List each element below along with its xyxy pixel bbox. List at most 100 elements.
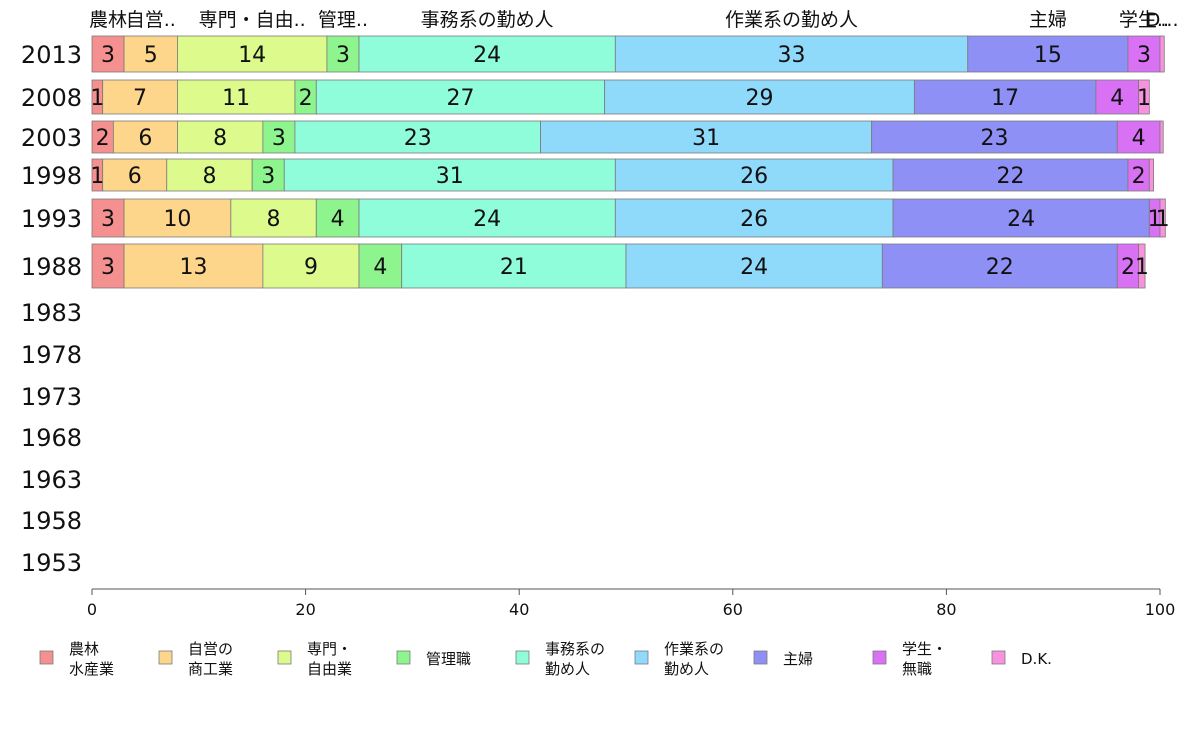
top-category-label: 事務系の勤め人 [421, 9, 554, 31]
data-label: 22 [996, 164, 1024, 189]
data-label: 11 [222, 86, 250, 111]
bar-segment [625, 243, 883, 289]
bar-segment [262, 120, 296, 154]
data-label: 22 [986, 255, 1014, 280]
data-label: 15 [1034, 43, 1062, 68]
bar-segment [294, 120, 541, 154]
data-label: 2 [1121, 255, 1135, 280]
data-label: 3 [336, 43, 350, 68]
data-label: 24 [473, 43, 501, 68]
bar-segment [177, 120, 264, 154]
top-category-label: 主婦 [1029, 9, 1067, 31]
data-label: 27 [446, 86, 474, 111]
legend-swatch [634, 650, 649, 665]
data-label: 26 [740, 207, 768, 232]
data-label: 14 [238, 43, 266, 68]
y-tick-label: 1983 [21, 299, 82, 327]
data-label: 33 [778, 43, 806, 68]
data-label: 17 [991, 86, 1019, 111]
top-category-label: 農林 [89, 9, 127, 31]
bar-segment [315, 198, 360, 238]
data-label: 7 [133, 86, 147, 111]
legend-label: 作業系の勤め人 [664, 640, 724, 678]
bar-segment [614, 158, 894, 192]
bar-segment [614, 35, 969, 73]
y-tick-label: 1998 [21, 162, 82, 190]
data-label: 21 [500, 255, 528, 280]
y-tick-label: 1953 [21, 549, 82, 577]
bar-segment [91, 35, 125, 73]
bar-segment [166, 158, 253, 192]
bar-segment [102, 79, 178, 115]
bar-segment [315, 79, 606, 115]
bar-segment [1127, 35, 1161, 73]
x-tick-label: 0 [87, 600, 97, 619]
x-tick-label: 60 [723, 600, 743, 619]
data-label: 4 [331, 207, 345, 232]
data-label: 3 [101, 43, 115, 68]
data-label: 8 [267, 207, 281, 232]
data-label: 2 [96, 126, 110, 151]
legend-swatch [515, 650, 530, 665]
data-label: 31 [692, 126, 720, 151]
bar-segment [1138, 79, 1150, 115]
legend-swatch [991, 650, 1006, 665]
data-label: 3 [261, 164, 275, 189]
legend-label: D.K. [1021, 650, 1052, 668]
data-label: 6 [138, 126, 152, 151]
legend-label: 農林水産業 [69, 640, 114, 678]
y-tick-label: 1963 [21, 466, 82, 494]
legend-swatch [158, 650, 173, 665]
data-label: 6 [128, 164, 142, 189]
bar-segment [1159, 35, 1165, 73]
data-label: 24 [740, 255, 768, 280]
bar-segment [1148, 158, 1154, 192]
bar-segment [614, 198, 894, 238]
legend-swatch [753, 650, 768, 665]
bar-segment [892, 158, 1129, 192]
data-label: 2 [299, 86, 313, 111]
data-label: 10 [163, 207, 191, 232]
data-label: 23 [404, 126, 432, 151]
x-tick-label: 100 [1145, 600, 1176, 619]
legend-label: 学生・無職 [902, 640, 947, 678]
legend-label: 事務系の勤め人 [545, 640, 605, 678]
data-label: 4 [373, 255, 387, 280]
bar-segment [871, 120, 1118, 154]
bar-segment [358, 243, 403, 289]
y-tick-label: 1978 [21, 341, 82, 369]
top-category-label: 自営.. [126, 9, 176, 31]
y-tick-label: 1993 [21, 205, 82, 233]
data-label: 4 [1110, 86, 1124, 111]
bar-segment [177, 35, 328, 73]
bar-segment [123, 35, 178, 73]
bar-segment [358, 35, 616, 73]
legend-swatch [39, 650, 54, 665]
data-label: 5 [144, 43, 158, 68]
data-label: 1 [1156, 207, 1170, 232]
y-tick-label: 1958 [21, 507, 82, 535]
data-label: 1 [90, 86, 104, 111]
bar-segment [1138, 243, 1146, 289]
bar-segment [967, 35, 1129, 73]
data-label: 24 [473, 207, 501, 232]
data-label: 26 [740, 164, 768, 189]
y-tick-label: 2008 [21, 84, 82, 112]
y-tick-label: 1988 [21, 253, 82, 281]
data-label: 3 [101, 207, 115, 232]
data-label: 3 [101, 255, 115, 280]
bar-segment [1159, 198, 1166, 238]
x-tick-label: 80 [936, 600, 956, 619]
bar-segment [283, 158, 616, 192]
legend-label: 管理職 [426, 650, 471, 668]
bar-segment [540, 120, 873, 154]
legend-label: 主婦 [783, 650, 813, 668]
data-label: 1 [1137, 86, 1151, 111]
data-label: 8 [202, 164, 216, 189]
bar-segment [262, 243, 360, 289]
data-label: 1 [1148, 207, 1162, 232]
legend-swatch [872, 650, 887, 665]
bar-segment [123, 198, 232, 238]
bar-segment [892, 198, 1150, 238]
